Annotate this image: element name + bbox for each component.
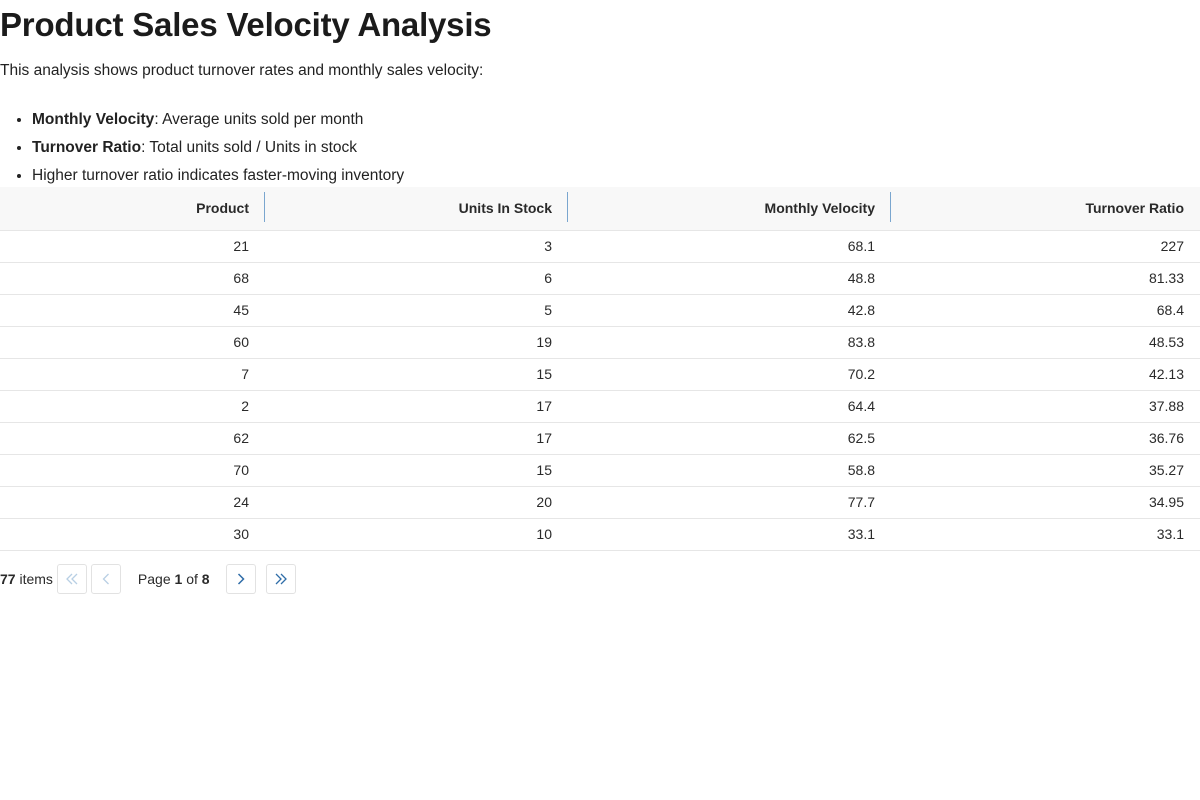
table-cell: 37.88 — [891, 390, 1200, 423]
table-row[interactable]: 24 20 77.7 34.95 — [0, 486, 1200, 519]
table-cell: 70.2 — [568, 358, 891, 391]
table-cell: 58.8 — [568, 454, 891, 487]
intro-text: This analysis shows product turnover rat… — [0, 62, 484, 79]
table-cell: 64.4 — [568, 390, 891, 423]
double-chevron-right-icon — [275, 573, 287, 585]
table-cell: 35.27 — [891, 454, 1200, 487]
first-page-button[interactable] — [56, 564, 87, 594]
pagination-bar: 77 items Page 1 of 8 — [0, 563, 296, 595]
table-cell: 77.7 — [568, 486, 891, 519]
table-cell: 6 — [265, 262, 568, 295]
table-cell: 15 — [265, 454, 568, 487]
table-row[interactable]: 21 3 68.1 227 — [0, 230, 1200, 263]
table-cell: 60 — [0, 326, 265, 359]
last-page-button[interactable] — [265, 564, 296, 594]
definitions-list: Monthly Velocity: Average units sold per… — [0, 106, 404, 190]
table-cell: 17 — [265, 422, 568, 455]
definition-text: : Total units sold / Units in stock — [141, 139, 358, 156]
table-cell: 3 — [265, 230, 568, 263]
table-cell: 5 — [265, 294, 568, 327]
velocity-table: Product Units In Stock Monthly Velocity … — [0, 187, 1200, 551]
table-row[interactable]: 68 6 48.8 81.33 — [0, 262, 1200, 295]
table-row[interactable]: 2 17 64.4 37.88 — [0, 390, 1200, 423]
table-cell: 15 — [265, 358, 568, 391]
table-cell: 81.33 — [891, 262, 1200, 295]
table-row[interactable]: 45 5 42.8 68.4 — [0, 294, 1200, 327]
table-cell: 83.8 — [568, 326, 891, 359]
column-header-monthly-velocity[interactable]: Monthly Velocity — [568, 187, 891, 231]
table-cell: 7 — [0, 358, 265, 391]
column-resize-handle[interactable] — [890, 192, 891, 222]
page-title: Product Sales Velocity Analysis — [0, 6, 492, 43]
table-cell: 33.1 — [568, 518, 891, 551]
table-row[interactable]: 60 19 83.8 48.53 — [0, 326, 1200, 359]
page-word: Page — [137, 571, 171, 587]
list-item: Higher turnover ratio indicates faster-m… — [32, 162, 404, 190]
table-body: 21 3 68.1 227 68 6 48.8 81.33 45 5 42.8 68.4 60 19… — [0, 230, 1200, 551]
current-page-number: 1 — [174, 571, 183, 587]
table-cell: 48.8 — [568, 262, 891, 295]
table-row[interactable]: 7 15 70.2 42.13 — [0, 358, 1200, 391]
table-cell: 68.4 — [891, 294, 1200, 327]
term-turnover-ratio: Turnover Ratio — [32, 139, 142, 156]
previous-page-button[interactable] — [90, 564, 121, 594]
list-item: Monthly Velocity: Average units sold per… — [32, 106, 404, 134]
table-cell: 42.8 — [568, 294, 891, 327]
table-cell: 20 — [265, 486, 568, 519]
table-cell: 68 — [0, 262, 265, 295]
table-cell: 68.1 — [568, 230, 891, 263]
column-header-label: Units In Stock — [458, 200, 552, 217]
list-item: Turnover Ratio: Total units sold / Units… — [32, 134, 404, 162]
column-header-product[interactable]: Product — [0, 187, 265, 231]
item-count: 77 items — [0, 571, 53, 587]
table-cell: 45 — [0, 294, 265, 327]
item-count-label: items — [19, 571, 53, 587]
table-cell: 21 — [0, 230, 265, 263]
item-count-number: 77 — [0, 571, 16, 587]
table-cell: 2 — [0, 390, 265, 423]
definition-text: Higher turnover ratio indicates faster-m… — [32, 167, 405, 184]
table-cell: 62.5 — [568, 422, 891, 455]
column-header-label: Product — [196, 200, 249, 217]
table-cell: 19 — [265, 326, 568, 359]
table-cell: 227 — [891, 230, 1200, 263]
table-cell: 24 — [0, 486, 265, 519]
double-chevron-left-icon — [66, 573, 78, 585]
column-resize-handle[interactable] — [264, 192, 265, 222]
table-cell: 33.1 — [891, 518, 1200, 551]
table-cell: 17 — [265, 390, 568, 423]
data-grid: Product Units In Stock Monthly Velocity … — [0, 187, 1200, 551]
table-cell: 62 — [0, 422, 265, 455]
table-header-row: Product Units In Stock Monthly Velocity … — [0, 187, 1200, 231]
page-indicator: Page 1 of 8 — [138, 571, 210, 587]
next-page-button[interactable] — [225, 564, 256, 594]
term-monthly-velocity: Monthly Velocity — [32, 111, 155, 128]
of-word: of — [186, 571, 198, 587]
chevron-right-icon — [237, 573, 245, 585]
table-cell: 42.13 — [891, 358, 1200, 391]
chevron-left-icon — [102, 573, 109, 585]
column-header-units-in-stock[interactable]: Units In Stock — [265, 187, 568, 231]
table-cell: 70 — [0, 454, 265, 487]
column-header-label: Monthly Velocity — [764, 200, 875, 217]
table-row[interactable]: 30 10 33.1 33.1 — [0, 518, 1200, 551]
column-header-turnover-ratio[interactable]: Turnover Ratio — [891, 187, 1200, 231]
table-row[interactable]: 62 17 62.5 36.76 — [0, 422, 1200, 455]
table-cell: 48.53 — [891, 326, 1200, 359]
table-row[interactable]: 70 15 58.8 35.27 — [0, 454, 1200, 487]
total-pages-number: 8 — [201, 571, 210, 587]
column-header-label: Turnover Ratio — [1085, 200, 1184, 217]
table-cell: 30 — [0, 518, 265, 551]
table-cell: 36.76 — [891, 422, 1200, 455]
column-resize-handle[interactable] — [567, 192, 568, 222]
table-cell: 34.95 — [891, 486, 1200, 519]
definition-text: : Average units sold per month — [154, 111, 364, 128]
table-cell: 10 — [265, 518, 568, 551]
